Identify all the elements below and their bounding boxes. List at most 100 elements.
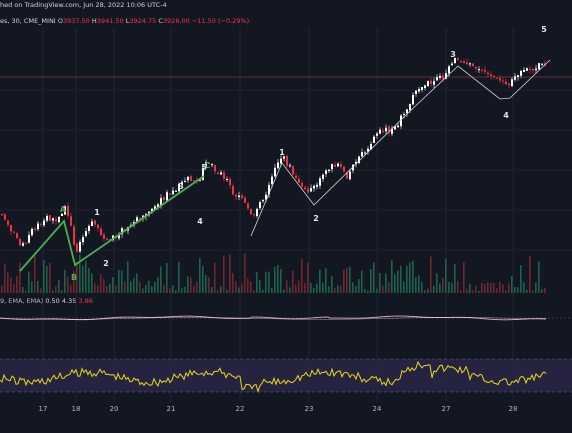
volume-bar — [160, 266, 162, 293]
volume-bar — [496, 288, 498, 293]
candle-body — [472, 63, 474, 67]
x-tick-label: 20 — [110, 405, 119, 413]
candle-body — [16, 233, 18, 239]
candle-body — [367, 148, 369, 152]
candle-body — [448, 66, 450, 74]
oscillator-band — [0, 359, 572, 392]
volume-bar — [172, 285, 174, 293]
volume-bar — [418, 275, 420, 293]
wave-label: 1 — [279, 148, 285, 157]
volume-bar — [328, 286, 330, 293]
candle-body — [466, 62, 468, 65]
volume-bar — [46, 265, 48, 293]
candle-body — [82, 237, 84, 243]
x-tick-label: 23 — [305, 405, 314, 413]
volume-bar — [478, 290, 480, 293]
candle-body — [526, 68, 528, 71]
candle-body — [241, 195, 243, 199]
volume-bar — [313, 288, 315, 293]
candle-body — [205, 162, 207, 168]
candle-body — [388, 126, 390, 133]
volume-bar — [283, 289, 285, 293]
candle-body — [400, 115, 402, 127]
candle-body — [73, 226, 75, 245]
grid-lines — [0, 28, 572, 402]
volume-bar — [271, 288, 273, 293]
volume-bar — [52, 290, 54, 293]
candle-body — [40, 223, 42, 225]
volume-bar — [223, 255, 225, 293]
volume-bar — [439, 283, 441, 293]
candle-body — [496, 77, 498, 79]
candle-body — [310, 188, 312, 192]
macd-value-1: 0.50 — [45, 297, 60, 305]
candle-body — [535, 68, 537, 71]
candle-body — [346, 172, 348, 179]
volume-bar — [541, 289, 543, 293]
candle-body — [343, 166, 345, 172]
volume-bar — [463, 262, 465, 293]
candle-body — [247, 203, 249, 209]
macd-label: 9, EMA, EMA) 0.50 4.35 3.86 — [0, 297, 93, 305]
volume-bar — [109, 283, 111, 293]
candle-body — [361, 152, 363, 157]
candle-body — [265, 194, 267, 200]
volume-bar — [274, 266, 276, 293]
volume-bar — [526, 289, 528, 293]
volume-bar — [133, 278, 135, 293]
candle-body — [139, 218, 141, 220]
candle-body — [220, 172, 222, 175]
candle-body — [433, 81, 435, 85]
volume-bar — [493, 283, 495, 293]
candle-body — [28, 234, 30, 243]
volume-bar — [55, 286, 57, 293]
volume-bar — [106, 286, 108, 293]
volume-bar — [100, 274, 102, 293]
volume-bar — [355, 285, 357, 293]
candle-body — [262, 200, 264, 202]
volume-bar — [76, 262, 78, 293]
volume-bar — [409, 262, 411, 293]
volume-bar — [445, 258, 447, 293]
volume-bar — [58, 279, 60, 293]
candle-body — [160, 198, 162, 206]
volume-bar — [442, 278, 444, 293]
candle-body — [364, 152, 366, 154]
candle-body — [226, 179, 228, 181]
wave-label: 3 — [178, 182, 184, 191]
candle-body — [511, 79, 513, 86]
volume-bar — [178, 261, 180, 293]
volume-bar — [121, 270, 123, 293]
candle-body — [118, 234, 120, 239]
candle-body — [64, 206, 66, 215]
symbol-label: es, 30, CME_MINI — [0, 17, 56, 25]
wave-labels: A B C 1 2 3 4 5 1 2 3 4 5 — [60, 25, 547, 282]
candle-body — [493, 75, 495, 77]
volume-bar — [118, 269, 120, 293]
wave-line-abc — [19, 175, 205, 272]
volume-bar — [388, 282, 390, 293]
wave-label: C — [204, 161, 210, 170]
candle-body — [508, 83, 510, 86]
change-value: −11.50 (−0.29%) — [191, 17, 250, 25]
x-tick-label: 28 — [509, 405, 518, 413]
candle-body — [382, 130, 384, 133]
candle-body — [457, 58, 459, 61]
volume-bar — [175, 289, 177, 293]
candle-body — [328, 169, 330, 172]
volume-bar — [280, 268, 282, 293]
volume-bar — [25, 290, 27, 293]
volume-bar — [181, 288, 183, 293]
candle-body — [259, 202, 261, 209]
volume-bar — [40, 288, 42, 293]
volume-bar — [229, 254, 231, 293]
candle-body — [52, 218, 54, 221]
volume-bar — [337, 285, 339, 293]
candle-body — [301, 182, 303, 187]
volume-bar — [187, 276, 189, 293]
candle-body — [469, 63, 471, 65]
volume-bar — [43, 260, 45, 293]
volume-bar — [499, 281, 501, 293]
candle-body — [193, 180, 195, 182]
